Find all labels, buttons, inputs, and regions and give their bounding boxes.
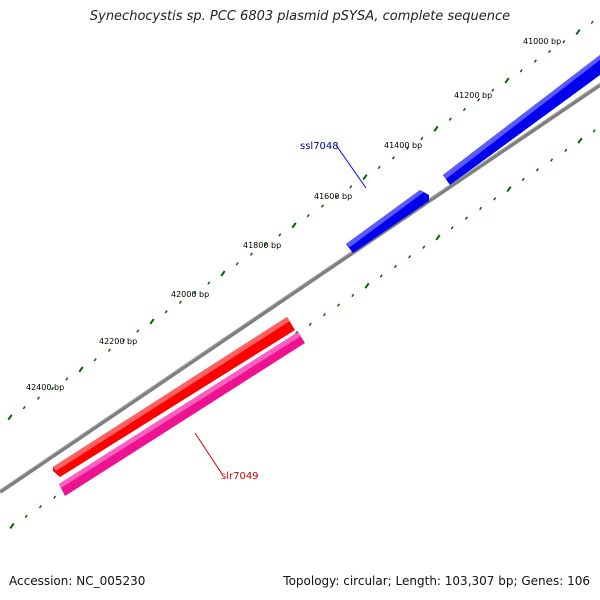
tick-mark [107, 348, 111, 352]
tick-mark [362, 174, 368, 181]
position-label: 42000 bp [171, 290, 209, 299]
tick-mark [7, 414, 13, 421]
position-label: 41600 bp [314, 192, 352, 201]
tick-mark [335, 194, 339, 199]
tick-mark [65, 377, 69, 381]
tick-mark [550, 158, 554, 162]
tick-mark [491, 88, 495, 92]
tick-mark [122, 338, 126, 343]
position-label: 41400 bp [384, 141, 422, 150]
position-label: 42200 bp [99, 337, 137, 346]
tick-mark [164, 310, 168, 314]
tick-mark [278, 233, 282, 237]
tick-mark [562, 40, 566, 44]
tick-mark [379, 274, 383, 278]
ssl7048-leader-line [335, 144, 367, 189]
tick-mark [506, 186, 512, 193]
tick-mark [249, 252, 253, 256]
tick-row-forward [7, 20, 594, 421]
gene-label-slr7049[interactable]: slr7049 [221, 471, 259, 482]
slr7049-leader-line [194, 432, 223, 475]
tick-mark [462, 107, 466, 112]
tick-mark [306, 213, 310, 218]
tick-mark [548, 49, 552, 54]
tick-mark [420, 136, 424, 141]
gene-label-ssl7048[interactable]: ssl7048 [300, 141, 339, 152]
tick-mark [149, 318, 155, 325]
tick-mark [406, 146, 410, 150]
tick-mark [493, 197, 497, 201]
position-label: 41800 bp [243, 241, 281, 250]
tick-mark [564, 148, 568, 153]
tick-mark [93, 358, 97, 362]
tick-mark [178, 300, 182, 304]
tick-mark [24, 514, 28, 519]
tick-mark [193, 290, 197, 295]
tick-mark [364, 282, 370, 289]
tick-mark [477, 98, 481, 102]
tick-mark [207, 281, 211, 285]
accession-text: Accession: NC_005230 [9, 574, 146, 588]
gene-slr7049-companion[interactable] [59, 332, 305, 496]
gene-slr7049-companion-segment[interactable] [59, 332, 305, 496]
tick-mark [535, 168, 539, 172]
tick-mark [53, 495, 57, 499]
tick-mark [78, 366, 84, 373]
tick-mark [22, 406, 26, 410]
tick-mark [479, 206, 483, 211]
tick-mark [433, 125, 439, 132]
tick-mark [264, 242, 268, 247]
tick-mark [408, 255, 412, 259]
tick-mark [592, 129, 596, 133]
position-label: 41000 bp [523, 37, 561, 46]
tick-mark [464, 216, 468, 220]
sequence-summary: Topology: circular; Length: 103,307 bp; … [283, 574, 590, 588]
tick-mark [320, 204, 324, 208]
gene-slr7049[interactable] [53, 317, 295, 477]
tick-mark [337, 303, 341, 307]
gene-ssl7048[interactable] [346, 55, 600, 253]
tick-mark [36, 396, 40, 400]
position-label: 42400 bp [26, 383, 64, 392]
tick-mark [351, 293, 355, 298]
tick-mark [136, 329, 140, 333]
tick-mark [422, 245, 426, 249]
tick-mark [577, 137, 583, 144]
tick-mark [220, 270, 226, 277]
map-title: Synechocystis sp. PCC 6803 plasmid pSYSA… [89, 9, 511, 24]
tick-mark [504, 77, 510, 84]
gene-ssl7048-segment[interactable] [346, 190, 429, 253]
tick-mark [291, 222, 297, 229]
tick-mark [51, 386, 55, 391]
tick-mark [308, 322, 312, 327]
tick-mark [9, 522, 15, 529]
tick-mark [448, 117, 452, 121]
position-label: 41200 bp [454, 91, 492, 100]
tick-mark [322, 312, 326, 317]
tick-mark [349, 185, 353, 189]
tick-mark [391, 156, 395, 160]
tick-mark [377, 165, 381, 170]
tick-mark [533, 59, 537, 63]
tick-mark [519, 69, 523, 73]
sequence-backbone [0, 83, 600, 494]
tick-mark [590, 20, 594, 25]
tick-mark [450, 226, 454, 230]
tick-mark [575, 28, 581, 36]
tick-mark [435, 234, 441, 241]
tick-mark [235, 262, 239, 266]
tick-mark [393, 264, 397, 269]
tick-mark [521, 177, 525, 182]
tick-mark [38, 505, 42, 509]
gene-slr7049-segment[interactable] [53, 317, 295, 477]
